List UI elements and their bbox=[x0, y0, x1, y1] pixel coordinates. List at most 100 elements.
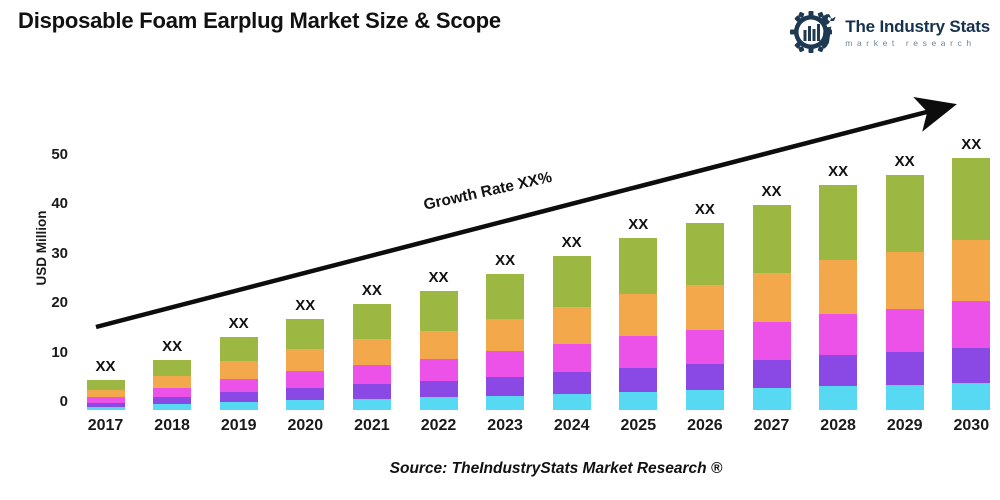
bar-value-label: XX bbox=[361, 281, 382, 299]
bar-segment-segment-4-orange bbox=[752, 272, 791, 322]
gear-wrench-icon bbox=[790, 11, 836, 53]
bar-segment-segment-4-orange bbox=[219, 361, 258, 379]
bar-stack bbox=[619, 237, 658, 410]
bar-segment-segment-4-orange bbox=[952, 240, 991, 301]
bar-2019: XX bbox=[219, 315, 258, 410]
bar-segment-segment-4-orange bbox=[552, 307, 591, 344]
bar-2018: XX bbox=[153, 338, 192, 410]
bar-value-label: XX bbox=[228, 314, 249, 332]
bar-segment-segment-1-cyan bbox=[86, 406, 125, 410]
bar-value-label: XX bbox=[828, 163, 849, 181]
bar-segment-segment-3-magenta bbox=[619, 335, 658, 368]
bar-value-label: XX bbox=[961, 135, 982, 153]
bar-value-label: XX bbox=[628, 215, 649, 233]
bar-2029: XX bbox=[885, 153, 924, 410]
bar-segment-segment-3-magenta bbox=[286, 371, 325, 388]
bar-2027: XX bbox=[752, 183, 791, 410]
bar-2021: XX bbox=[352, 282, 391, 410]
bar-segment-segment-2-purple bbox=[819, 354, 858, 387]
x-tick-label: 2019 bbox=[220, 417, 257, 434]
bar-2020: XX bbox=[286, 297, 325, 410]
x-tick-label: 2027 bbox=[753, 417, 790, 434]
y-tick-label: 20 bbox=[51, 294, 68, 312]
y-tick-label: 30 bbox=[51, 244, 68, 262]
x-tick-label: 2024 bbox=[553, 417, 590, 434]
bar-segment-segment-4-orange bbox=[685, 284, 724, 330]
bar-segment-segment-5-green bbox=[486, 273, 525, 319]
bar-segment-segment-2-purple bbox=[552, 372, 591, 394]
bar-segment-segment-1-cyan bbox=[486, 395, 525, 410]
bar-segment-segment-2-purple bbox=[153, 397, 192, 405]
bar-stack bbox=[486, 273, 525, 410]
bar-2028: XX bbox=[819, 163, 858, 410]
x-tick-label: 2029 bbox=[886, 417, 923, 434]
bar-segment-segment-3-magenta bbox=[352, 364, 391, 385]
brand-name: The Industry Stats bbox=[845, 16, 990, 36]
bar-segment-segment-1-cyan bbox=[619, 391, 658, 410]
bar-segment-segment-3-magenta bbox=[952, 300, 991, 348]
bar-stack bbox=[685, 223, 724, 410]
bar-segment-segment-2-purple bbox=[86, 402, 125, 407]
bar-segment-segment-2-purple bbox=[352, 384, 391, 399]
bar-segment-segment-2-purple bbox=[619, 367, 658, 392]
bar-segment-segment-5-green bbox=[685, 223, 724, 285]
source-note: Source: TheIndustryStats Market Research… bbox=[389, 460, 723, 477]
bar-segment-segment-5-green bbox=[952, 157, 991, 241]
bar-segment-segment-4-orange bbox=[419, 330, 458, 359]
y-tick-label: 0 bbox=[59, 393, 68, 410]
bar-segment-segment-2-purple bbox=[286, 387, 325, 401]
bar-stack bbox=[819, 185, 858, 410]
bar-segment-segment-5-green bbox=[219, 336, 258, 362]
bar-value-label: XX bbox=[428, 269, 449, 287]
x-tick-label: 2018 bbox=[154, 417, 190, 434]
bar-segment-segment-4-orange bbox=[885, 252, 924, 310]
bar-segment-segment-1-cyan bbox=[885, 385, 924, 410]
brand-logo: The Industry Stats market research bbox=[789, 8, 990, 56]
bar-2025: XX bbox=[619, 216, 658, 410]
bar-segment-segment-5-green bbox=[552, 256, 591, 307]
bar-segment-segment-3-magenta bbox=[153, 387, 192, 398]
bar-stack bbox=[153, 359, 192, 410]
bar-stack bbox=[419, 291, 458, 410]
x-tick-label: 2030 bbox=[953, 417, 990, 434]
bar-segment-segment-5-green bbox=[819, 185, 858, 260]
bar-segment-segment-2-purple bbox=[685, 364, 724, 391]
bar-2030: XX bbox=[952, 136, 991, 410]
bar-segment-segment-2-purple bbox=[952, 347, 991, 384]
bar-segment-segment-3-magenta bbox=[219, 378, 258, 393]
x-tick-label: 2022 bbox=[420, 417, 457, 434]
bar-segment-segment-1-cyan bbox=[552, 393, 591, 410]
bar-value-label: XX bbox=[894, 153, 915, 171]
bar-stack bbox=[885, 175, 924, 410]
y-tick-label: 50 bbox=[51, 146, 68, 163]
bar-stack bbox=[86, 379, 125, 410]
x-tick-label: 2025 bbox=[620, 417, 657, 434]
bar-segment-segment-5-green bbox=[86, 379, 125, 391]
x-tick-label: 2023 bbox=[487, 417, 523, 434]
bar-segment-segment-5-green bbox=[286, 319, 325, 350]
bar-value-label: XX bbox=[561, 233, 582, 251]
bar-segment-segment-5-green bbox=[153, 359, 192, 376]
bar-value-label: XX bbox=[495, 251, 516, 269]
bar-segment-segment-4-orange bbox=[286, 349, 325, 372]
bar-segment-segment-4-orange bbox=[352, 339, 391, 365]
bar-2026: XX bbox=[685, 201, 724, 410]
bar-value-label: XX bbox=[295, 297, 316, 315]
bar-segment-segment-5-green bbox=[885, 175, 924, 253]
bar-segment-segment-3-magenta bbox=[819, 313, 858, 355]
bar-stack bbox=[552, 256, 591, 410]
bar-segment-segment-1-cyan bbox=[685, 390, 724, 410]
bar-segment-segment-3-magenta bbox=[486, 351, 525, 377]
bar-segment-segment-2-purple bbox=[219, 392, 258, 403]
bar-segment-segment-4-orange bbox=[619, 294, 658, 336]
bar-segment-segment-3-magenta bbox=[86, 397, 125, 403]
bar-2022: XX bbox=[419, 269, 458, 410]
bar-value-label: XX bbox=[761, 183, 782, 201]
x-tick-label: 2020 bbox=[287, 417, 324, 434]
bar-segment-segment-2-purple bbox=[885, 352, 924, 386]
x-tick-label: 2028 bbox=[820, 417, 856, 434]
y-tick-label: 10 bbox=[51, 343, 68, 361]
x-tick-label: 2017 bbox=[87, 417, 124, 434]
growth-rate-label: Growth Rate XX% bbox=[422, 168, 554, 214]
